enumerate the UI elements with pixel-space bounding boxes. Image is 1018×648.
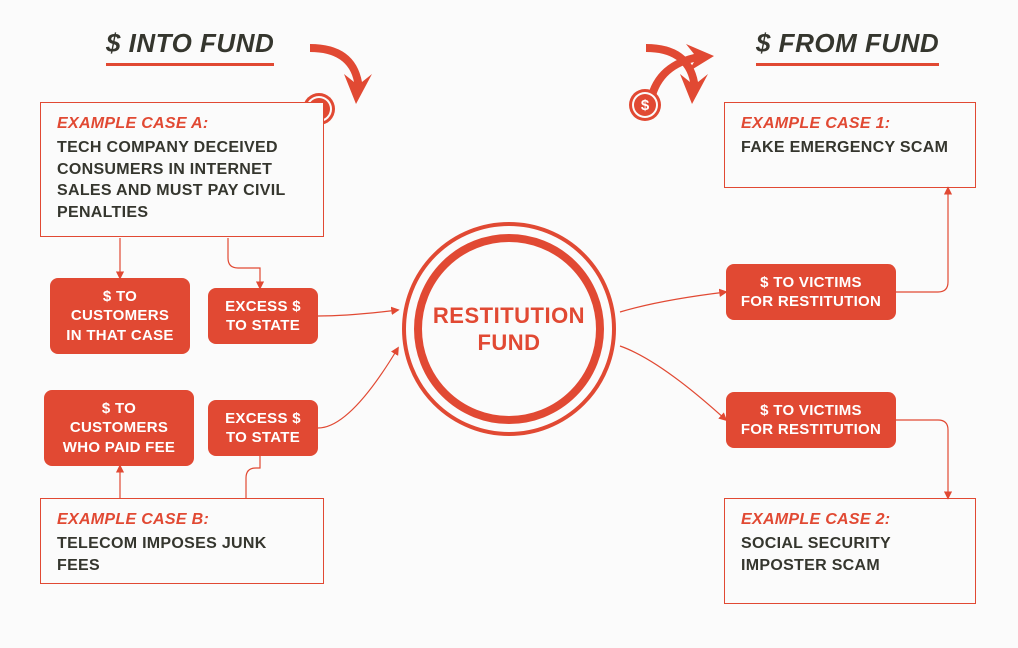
case-1-label: EXAMPLE CASE 1: (741, 115, 959, 133)
case-b-body: TELECOM IMPOSES JUNK FEES (57, 533, 307, 576)
center-label: RESTITUTION FUND (433, 302, 585, 357)
case-a-body: TECH COMPANY DECEIVED CONSUMERS IN INTER… (57, 137, 307, 223)
case-2-body: SOCIAL SECURITY IMPOSTER SCAM (741, 533, 959, 576)
decor-arrow-from: $ (636, 34, 716, 119)
box-excess-a: EXCESS $ TO STATE (208, 288, 318, 344)
case-1-body: FAKE EMERGENCY SCAM (741, 137, 959, 159)
dollar-badge-icon: $ (632, 92, 658, 118)
center-circle: RESTITUTION FUND (402, 222, 616, 436)
heading-from-text: $ FROM FUND (756, 28, 939, 58)
case-box-b: EXAMPLE CASE B: TELECOM IMPOSES JUNK FEE… (40, 498, 324, 584)
heading-into-text: $ INTO FUND (106, 28, 274, 58)
box-customers-b: $ TO CUSTOMERS WHO PAID FEE (44, 390, 194, 466)
heading-into: $ INTO FUND (106, 28, 274, 66)
case-a-label: EXAMPLE CASE A: (57, 115, 307, 133)
case-b-label: EXAMPLE CASE B: (57, 511, 307, 529)
box-victims-1: $ TO VICTIMS FOR RESTITUTION (726, 264, 896, 320)
box-victims-2: $ TO VICTIMS FOR RESTITUTION (726, 392, 896, 448)
box-excess-b: EXCESS $ TO STATE (208, 400, 318, 456)
case-box-2: EXAMPLE CASE 2: SOCIAL SECURITY IMPOSTER… (724, 498, 976, 604)
case-box-1: EXAMPLE CASE 1: FAKE EMERGENCY SCAM (724, 102, 976, 188)
case-box-a: EXAMPLE CASE A: TECH COMPANY DECEIVED CO… (40, 102, 324, 237)
heading-from: $ FROM FUND (756, 28, 939, 66)
box-customers-a: $ TO CUSTOMERS IN THAT CASE (50, 278, 190, 354)
case-2-label: EXAMPLE CASE 2: (741, 511, 959, 529)
